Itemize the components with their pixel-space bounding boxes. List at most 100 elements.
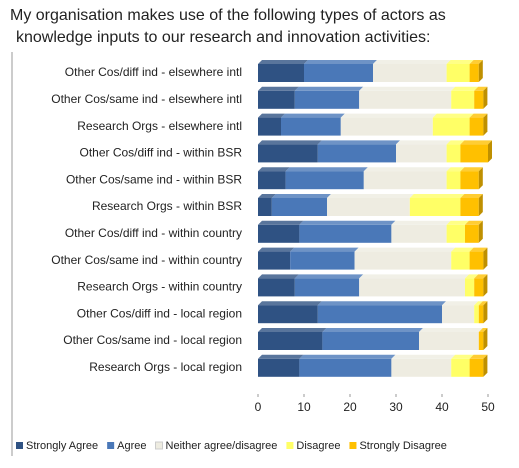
bar-top (258, 113, 285, 118)
bar (451, 358, 470, 377)
bar-segment (258, 60, 308, 82)
bar-side (483, 274, 488, 297)
bar-segment (294, 274, 364, 297)
bar-top (258, 301, 322, 306)
bar (446, 171, 461, 190)
bar-side (483, 354, 488, 377)
bar-segment (446, 140, 465, 163)
bar-segment (373, 60, 451, 82)
bar-segment (446, 167, 465, 190)
y-tick-label: Other Cos/same ind - local region (63, 333, 242, 347)
bar (258, 224, 300, 243)
bar (294, 278, 360, 297)
bar-side (483, 301, 488, 324)
bar-segment (271, 194, 331, 216)
bar (317, 305, 442, 324)
bar-top (294, 86, 364, 91)
bar-top (258, 60, 308, 64)
bar-top (442, 301, 479, 306)
bar-segment (258, 247, 295, 270)
bar (258, 251, 291, 270)
bar (474, 90, 484, 109)
bar (465, 278, 475, 297)
bar-segment (451, 354, 474, 377)
y-tick-label: Other Cos/diff ind - local region (77, 306, 242, 320)
legend-label: Agree (117, 440, 146, 452)
bar (359, 278, 465, 297)
bar-top (469, 354, 488, 359)
bar-segment (474, 274, 488, 297)
bar (285, 171, 364, 190)
bar-segment (258, 86, 299, 109)
bar (409, 198, 461, 216)
bar-top (354, 247, 456, 252)
bar-top (460, 167, 483, 172)
bar-top (359, 274, 469, 279)
legend-swatch (16, 442, 23, 449)
bar-segment (285, 167, 368, 190)
bar-top (299, 354, 396, 359)
bar-segment (258, 140, 322, 163)
bar (359, 90, 452, 109)
bar-side (478, 167, 483, 190)
bar (363, 171, 447, 190)
bar-top (460, 194, 483, 198)
bar-top (451, 86, 479, 91)
bar-top (304, 60, 377, 64)
bar-top (271, 194, 331, 198)
bar-segment (409, 194, 465, 216)
bar-top (478, 301, 488, 306)
bar (258, 144, 318, 163)
bar-segment (460, 194, 483, 216)
bar-side (488, 140, 492, 163)
bar-top (258, 220, 304, 225)
bar-top (317, 301, 446, 306)
bar-segment (469, 60, 483, 82)
legend-swatch (349, 442, 357, 449)
bar-segment (340, 113, 437, 136)
bar-top (465, 220, 483, 225)
bar-side (483, 113, 488, 136)
bar (478, 332, 484, 350)
bar-segment (460, 167, 483, 190)
bar (294, 90, 360, 109)
bar-segment (322, 328, 423, 350)
bar-top (258, 194, 276, 198)
bar-segment (258, 113, 285, 136)
bar (474, 305, 479, 324)
bar (258, 198, 272, 216)
bar-side (478, 60, 483, 82)
y-tick-label: Research Orgs - within country (77, 280, 242, 294)
bar (258, 278, 295, 297)
bar (396, 144, 447, 163)
bar (354, 251, 452, 270)
bar (304, 64, 373, 82)
bar (442, 305, 475, 324)
bar-segment (299, 354, 396, 377)
x-tick-label: 0 (255, 400, 262, 414)
bar (419, 332, 479, 350)
bar-top (469, 113, 488, 118)
bar-side (478, 194, 483, 216)
y-tick-label: Other Cos/diff ind - elsewhere intl (65, 65, 242, 79)
bar-segment (465, 220, 483, 243)
bar (469, 358, 484, 377)
bar-segment (446, 220, 469, 243)
legend-swatch (286, 442, 294, 449)
bar-top (258, 167, 290, 172)
legend-label: Strongly Disagree (359, 440, 446, 452)
bar-top (432, 113, 474, 118)
y-tick-label: Research Orgs - within BSR (92, 199, 242, 213)
bar (465, 224, 479, 243)
bar-segment (474, 86, 488, 109)
bar-segment (258, 301, 322, 324)
bar (258, 117, 281, 136)
bar-segment (474, 301, 483, 324)
bar (432, 117, 470, 136)
bar-top (258, 247, 295, 252)
bar (299, 358, 392, 377)
bar (474, 278, 484, 297)
y-tick-label: Research Orgs - elsewhere intl (77, 119, 242, 133)
bar-side (483, 328, 488, 350)
bar-segment (442, 301, 479, 324)
